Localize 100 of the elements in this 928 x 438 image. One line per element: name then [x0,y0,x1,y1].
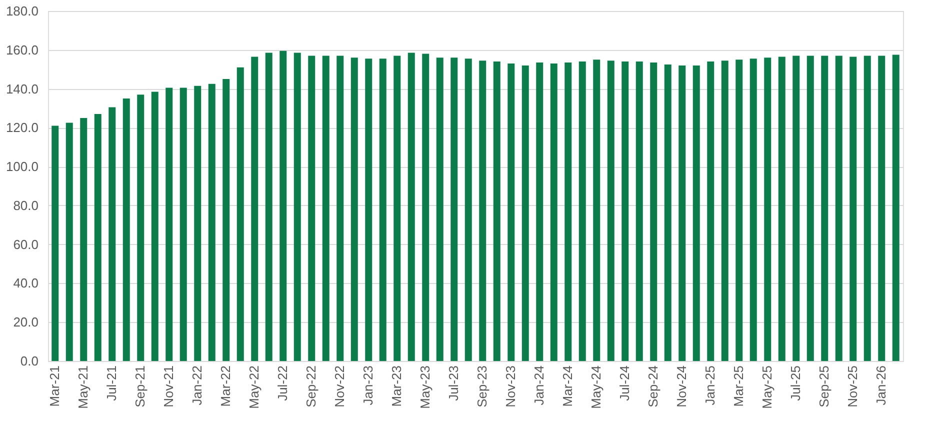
bar [664,64,672,361]
x-tick-label: May-23 [418,366,433,409]
x-tick-label: May-21 [76,366,91,409]
x-tick-label: Mar-22 [218,366,234,407]
bar [508,64,515,361]
bar [692,65,700,361]
bar [365,58,372,361]
bar [536,62,544,361]
bar [422,54,430,361]
bar [180,88,187,361]
bar [408,52,415,361]
x-tick-label: Nov-21 [161,366,176,408]
bar [821,56,828,361]
bar [464,58,472,361]
bar [835,56,842,361]
bar [450,58,458,361]
y-tick-label: 160.0 [6,42,38,58]
bar [294,52,301,361]
x-tick-label: Sep-23 [474,366,490,408]
bar [394,56,401,361]
y-tick-label: 120.0 [6,120,38,136]
bar [721,60,728,361]
bar [222,79,230,361]
x-tick-label: Sep-21 [132,366,148,408]
bar [792,56,800,361]
bar [80,118,88,361]
bar [236,67,244,361]
bar [678,65,686,361]
x-tick-label: May-24 [588,366,604,409]
bar [479,60,486,361]
x-tick-label: May-25 [760,366,775,409]
x-tick-label: Sep-22 [304,366,319,408]
y-tick-label: 0.0 [20,354,38,368]
bar [251,56,258,361]
y-tick-label: 40.0 [13,276,38,291]
bar [593,60,600,361]
x-tick-label: Nov-24 [674,366,690,408]
y-tick-label: 20.0 [13,314,38,330]
bar [806,56,814,361]
x-tick-label: May-22 [246,366,262,409]
x-tick-label: Jan-26 [874,366,889,406]
bar [578,62,586,361]
x-tick-label: Jan-25 [702,366,718,406]
bar [208,84,216,361]
bar [622,62,629,361]
bar [778,56,786,361]
bar [892,54,900,361]
x-tick-label: Jul-23 [446,366,462,401]
bar [636,62,643,361]
y-tick-label: 140.0 [6,81,38,96]
x-tick-label: Jan-24 [532,366,547,406]
bar [122,98,130,361]
x-tick-label: Jan-23 [360,366,376,406]
bar [52,126,59,361]
bar [550,64,558,361]
x-tick-label: Sep-25 [816,366,832,408]
x-tick-label: Nov-25 [845,366,860,408]
bar [493,62,500,361]
bar [137,94,144,361]
bar [308,56,316,361]
y-tick-label: 60.0 [13,236,38,252]
bar [94,114,102,361]
bar [878,56,886,361]
y-tick-label: 180.0 [6,4,38,18]
x-tick-label: Mar-24 [560,366,576,407]
x-tick-label: Jul-24 [617,366,632,401]
bar [379,58,386,361]
x-tick-label: Nov-22 [332,366,348,408]
x-tick-label: Jul-21 [104,366,120,401]
bar [436,58,444,361]
bar [650,62,658,361]
bar [522,65,529,361]
bar [564,62,572,361]
x-tick-label: Jul-25 [788,366,804,401]
bar [607,60,614,361]
bar [850,56,857,361]
x-tick-label: Sep-24 [646,366,661,408]
bar [736,60,743,361]
bar [265,52,272,361]
bar [322,56,330,361]
bar [336,56,344,361]
bar [66,122,73,361]
y-tick-label: 100.0 [6,159,38,174]
x-tick-label: Jul-22 [275,366,290,401]
x-tick-label: Mar-25 [731,366,746,407]
bar [151,92,158,361]
bar [764,58,772,361]
bar [707,62,714,361]
bar [350,58,358,361]
bar [166,88,173,361]
bar [108,107,116,361]
x-tick-label: Nov-23 [503,366,518,408]
x-tick-label: Mar-21 [47,366,62,407]
bar [194,86,202,361]
x-tick-label: Jan-22 [190,366,205,406]
bar [280,50,287,361]
bar [750,58,757,361]
x-tick-label: Mar-23 [389,366,404,407]
y-tick-label: 80.0 [13,198,38,213]
bar [864,56,871,361]
